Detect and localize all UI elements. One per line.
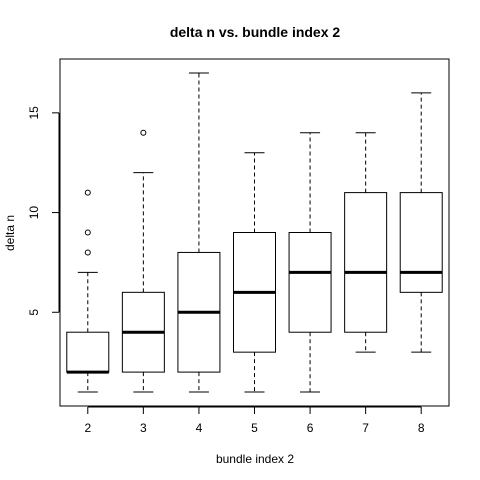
x-tick-label: 8 — [418, 421, 425, 435]
x-axis-label: bundle index 2 — [216, 452, 294, 466]
x-tick-label: 3 — [140, 421, 147, 435]
box-6 — [288, 232, 332, 333]
y-tick-label: 10 — [27, 206, 41, 220]
box-7 — [344, 192, 388, 333]
x-tick-label: 2 — [84, 421, 91, 435]
y-axis-label: delta n — [3, 215, 17, 251]
chart-marks: 5 10 15 2 3 4 5 6 7 8 — [27, 72, 443, 435]
outlier-point — [84, 189, 91, 196]
x-tick-label: 7 — [362, 421, 369, 435]
chart-title: delta n vs. bundle index 2 — [170, 24, 341, 40]
y-tick-label: 5 — [27, 309, 41, 316]
plot-frame — [59, 58, 450, 407]
outlier-point — [84, 249, 91, 256]
box-2 — [66, 331, 110, 373]
outlier-point — [84, 229, 91, 236]
x-tick-label: 6 — [307, 421, 314, 435]
outlier-point — [140, 129, 147, 136]
x-tick-label: 5 — [251, 421, 258, 435]
box-8 — [399, 192, 443, 293]
y-tick-label: 15 — [27, 106, 41, 120]
x-tick-label: 4 — [196, 421, 203, 435]
